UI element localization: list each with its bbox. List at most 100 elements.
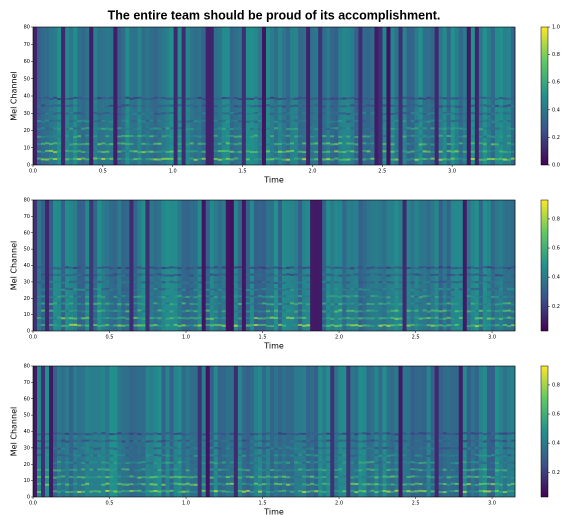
spectrogram-harmonic [503, 121, 507, 123]
spectrogram-harmonic [431, 281, 435, 283]
spectrogram-harmonic [65, 317, 69, 319]
spectrogram-column [210, 27, 214, 165]
spectrogram-harmonic [174, 447, 178, 449]
y-tick-label: 80 [24, 364, 30, 370]
spectrogram-harmonic [266, 325, 270, 327]
spectrogram-harmonic [431, 309, 435, 311]
spectrogram-harmonic [354, 440, 358, 442]
spectrogram-harmonic [182, 302, 186, 304]
spectrogram-harmonic [210, 274, 214, 276]
spectrogram-harmonic [334, 455, 338, 457]
spectrogram-harmonic [354, 281, 358, 283]
spectrogram-harmonic [382, 159, 386, 161]
spectrogram-harmonic [342, 295, 346, 297]
spectrogram-harmonic [350, 432, 354, 434]
spectrogram-harmonic [109, 113, 113, 115]
spectrogram-harmonic [125, 447, 129, 449]
spectrogram-harmonic [362, 128, 366, 130]
spectrogram-harmonic [186, 135, 190, 137]
spectrogram-harmonic [149, 120, 153, 122]
spectrogram-harmonic [282, 433, 286, 435]
spectrogram-harmonic [459, 106, 463, 108]
spectrogram-harmonic [109, 433, 113, 435]
spectrogram-harmonic [162, 112, 166, 114]
spectrogram-harmonic [423, 127, 427, 129]
spectrogram-harmonic [226, 158, 230, 160]
spectrogram-harmonic [471, 484, 475, 486]
spectrogram-harmonic [395, 324, 399, 326]
spectrogram-harmonic [415, 281, 419, 283]
spectrogram-harmonic [105, 469, 109, 471]
spectrogram-harmonic [395, 318, 399, 320]
spectrogram-harmonic [386, 469, 390, 471]
spectrogram-harmonic [206, 318, 210, 320]
spectrogram-harmonic [447, 106, 451, 108]
spectrogram-harmonic [141, 288, 145, 290]
spectrogram-harmonic [342, 454, 346, 456]
spectrogram-harmonic [403, 461, 407, 463]
spectrogram-harmonic [278, 295, 282, 297]
spectrogram-harmonic [427, 121, 431, 123]
spectrogram-harmonic [214, 143, 218, 145]
spectrogram-harmonic [342, 274, 346, 276]
spectrogram-harmonic [483, 112, 487, 114]
spectrogram-harmonic [290, 433, 294, 435]
spectrogram-harmonic [495, 303, 499, 305]
spectrogram-harmonic [81, 151, 85, 153]
spectrogram-column [242, 27, 246, 165]
spectrogram-harmonic [471, 303, 475, 305]
spectrogram-harmonic [495, 433, 499, 435]
spectrogram-harmonic [286, 469, 290, 471]
spectrogram-harmonic [326, 325, 330, 327]
spectrogram-column [206, 27, 210, 165]
spectrogram-harmonic [423, 490, 427, 492]
spectrogram-harmonic [326, 128, 330, 130]
spectrogram-harmonic [69, 135, 73, 137]
spectrogram-harmonic [451, 128, 455, 130]
spectrogram-harmonic [310, 490, 314, 492]
spectrogram-harmonic [133, 476, 137, 478]
spectrogram-harmonic [53, 302, 57, 304]
spectrogram-harmonic [483, 159, 487, 161]
spectrogram-harmonic [483, 490, 487, 492]
spectrogram-harmonic [358, 325, 362, 327]
spectrogram-harmonic [214, 158, 218, 160]
spectrogram-harmonic [117, 142, 121, 144]
spectrogram-harmonic [270, 491, 274, 493]
spectrogram-harmonic [117, 440, 121, 442]
spectrogram-harmonic [178, 127, 182, 129]
spectrogram-harmonic [427, 303, 431, 305]
spectrogram-harmonic [431, 325, 435, 327]
spectrogram-harmonic [471, 281, 475, 283]
spectrogram-column [467, 27, 471, 165]
y-axis-label: Mel Channel [10, 241, 19, 290]
spectrogram-harmonic [65, 433, 69, 435]
spectrogram-harmonic [254, 324, 258, 326]
spectrogram-harmonic [443, 97, 447, 99]
spectrogram-harmonic [423, 483, 427, 485]
colorbar-tick-label: 1.0 [552, 25, 560, 31]
spectrogram-harmonic [133, 97, 137, 99]
spectrogram-harmonic [310, 143, 314, 145]
spectrogram-harmonic [105, 310, 109, 312]
spectrogram-harmonic [222, 135, 226, 137]
spectrogram-harmonic [266, 104, 270, 106]
spectrogram-harmonic [395, 288, 399, 290]
spectrogram-harmonic [37, 440, 41, 442]
spectrogram-harmonic [230, 120, 234, 122]
spectrogram-harmonic [97, 135, 101, 137]
y-tick-label: 40 [24, 263, 30, 269]
spectrogram-harmonic [174, 274, 178, 276]
spectrogram-harmonic [290, 142, 294, 144]
spectrogram-harmonic [439, 274, 443, 276]
spectrogram-harmonic [298, 468, 302, 470]
spectrogram-harmonic [137, 142, 141, 144]
spectrogram-harmonic [298, 302, 302, 304]
spectrogram-harmonic [439, 310, 443, 312]
spectrogram-harmonic [374, 267, 378, 269]
spectrogram-harmonic [190, 158, 194, 160]
spectrogram-harmonic [53, 432, 57, 434]
spectrogram-harmonic [298, 317, 302, 319]
spectrogram-harmonic [475, 491, 479, 493]
spectrogram-harmonic [81, 281, 85, 283]
